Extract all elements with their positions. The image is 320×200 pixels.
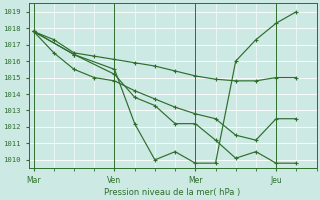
X-axis label: Pression niveau de la mer( hPa ): Pression niveau de la mer( hPa ) [104,188,241,197]
